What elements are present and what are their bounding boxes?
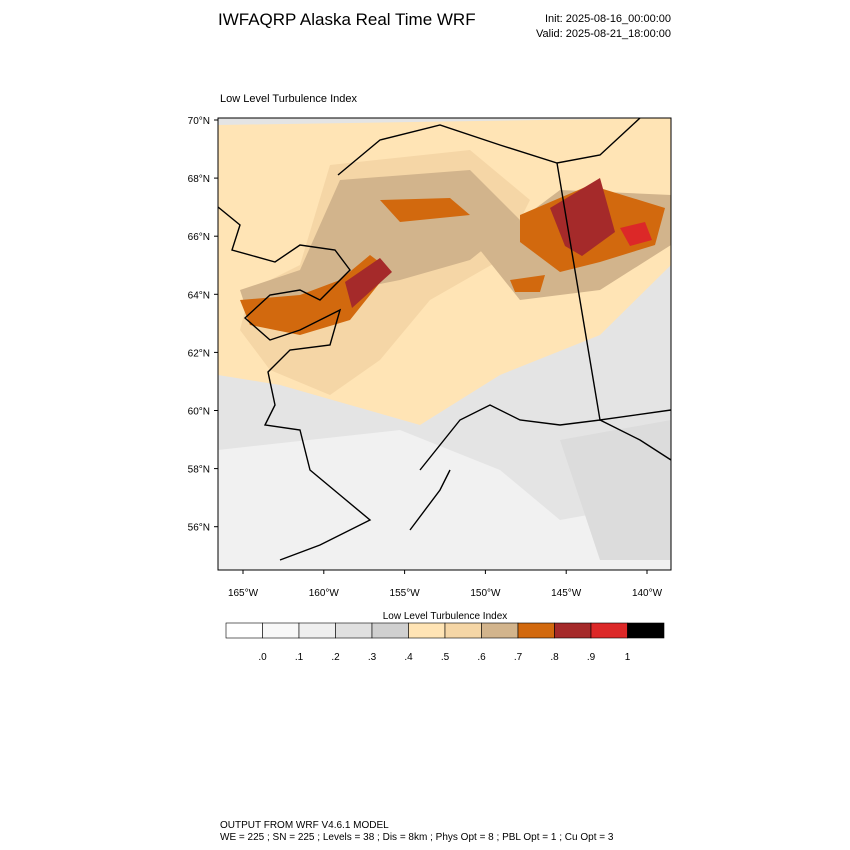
colorbar-box (590, 622, 628, 639)
colorbar-label: .0 (258, 652, 267, 663)
colorbar-label: .3 (368, 652, 377, 663)
colorbar-box (262, 622, 300, 639)
lon-label: 145°W (551, 588, 582, 599)
colorbar-box (408, 622, 446, 639)
footer-line: OUTPUT FROM WRF V4.6.1 MODEL (220, 820, 389, 831)
valid-time: Valid: 2025-08-21_18:00:00 (536, 28, 671, 40)
colorbar-label: .4 (404, 652, 413, 663)
colorbar-label: .2 (331, 652, 340, 663)
footer-line: WE = 225 ; SN = 225 ; Levels = 38 ; Dis … (220, 832, 614, 843)
lat-label: 60°N (188, 407, 210, 418)
lat-label: 58°N (188, 465, 210, 476)
colorbar-label: .7 (514, 652, 523, 663)
lat-label: 56°N (188, 523, 210, 534)
colorbar-box (371, 622, 409, 639)
colorbar-box (335, 622, 373, 639)
lon-label: 160°W (309, 588, 340, 599)
colorbar-box (225, 622, 263, 639)
colorbar-label: .6 (477, 652, 486, 663)
init-time: Init: 2025-08-16_00:00:00 (545, 13, 671, 25)
colorbar-label: 1 (625, 652, 631, 663)
colorbar-label: .1 (295, 652, 304, 663)
colorbar-label: .9 (587, 652, 596, 663)
map-title: Low Level Turbulence Index (220, 93, 357, 105)
map-field (218, 118, 671, 570)
lon-label: 140°W (632, 588, 663, 599)
lat-label: 70°N (188, 116, 210, 127)
lat-label: 66°N (188, 232, 210, 243)
colorbar-title: Low Level Turbulence Index (383, 611, 508, 622)
lon-label: 165°W (228, 588, 259, 599)
colorbar-box (481, 622, 519, 639)
lon-label: 150°W (470, 588, 501, 599)
lat-label: 62°N (188, 348, 210, 359)
colorbar-label: .5 (441, 652, 450, 663)
lat-label: 64°N (188, 290, 210, 301)
colorbar-label: .8 (550, 652, 559, 663)
colorbar-box (627, 622, 665, 639)
lat-label: 68°N (188, 174, 210, 185)
lon-label: 155°W (390, 588, 421, 599)
colorbar-box (517, 622, 555, 639)
colorbar-box (298, 622, 336, 639)
map-frame (217, 117, 672, 571)
title: IWFAQRP Alaska Real Time WRF (218, 10, 476, 29)
colorbar-box (554, 622, 592, 639)
colorbar-box (444, 622, 482, 639)
